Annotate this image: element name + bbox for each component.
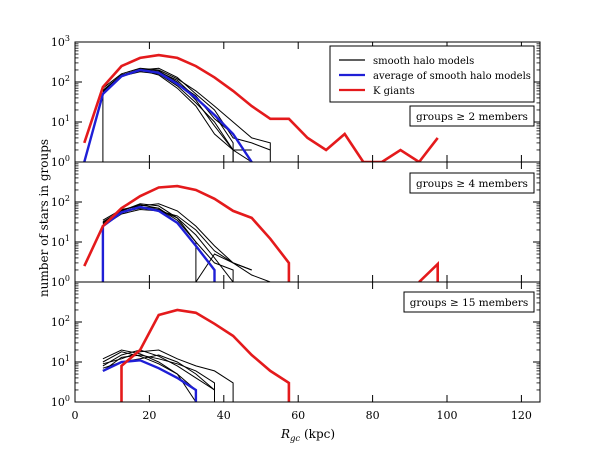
series-line-model-3-2	[102, 351, 197, 391]
y-tick-label-3-0: 100	[51, 394, 70, 409]
x-tick-label-1: 20	[142, 409, 156, 422]
y-tick-label-2-0: 100	[51, 274, 70, 289]
y-tick-label-1-1: 101	[51, 114, 70, 129]
panel-1-annotation: groups ≥ 2 members	[416, 111, 528, 123]
panel-1-annotation-box	[409, 105, 535, 127]
x-axis-label-sub: gc	[290, 434, 300, 444]
x-tick-label-6: 120	[511, 409, 532, 422]
x-tick-label-4: 80	[366, 409, 380, 422]
series-line-model-2-7	[102, 208, 271, 282]
legend-label-average: average of smooth halo models	[373, 71, 531, 82]
y-tick-label-2-2: 102	[51, 194, 70, 209]
series-line-average-3-1	[102, 359, 198, 402]
x-axis-label: Rgc (kpc)	[280, 427, 335, 444]
series-line-kgiants-2-0	[83, 184, 291, 282]
panel-1-series	[83, 53, 439, 162]
y-tick-label-1-3: 103	[51, 34, 70, 49]
panel-3-annotation-box	[403, 291, 535, 313]
y-axis-label: number of stars in groups	[37, 139, 51, 297]
x-axis-label-main: R	[280, 427, 290, 441]
panel-3-annotation: groups ≥ 15 members	[410, 297, 529, 309]
y-tick-label-3-1: 101	[51, 354, 70, 369]
panel-2-annotation: groups ≥ 4 members	[416, 178, 528, 190]
x-tick-label-0: 0	[72, 409, 79, 422]
y-tick-label-2-1: 101	[51, 234, 70, 249]
series-line-kgiants-3-0	[120, 308, 291, 402]
legend: smooth halo models average of smooth hal…	[329, 45, 535, 103]
series-line-model-1-3	[102, 67, 271, 162]
x-tick-label-5: 100	[437, 409, 458, 422]
x-axis-label-unit: (kpc)	[300, 427, 335, 441]
series-line-model-3-7	[102, 354, 215, 402]
legend-label-k-giants: K giants	[373, 86, 415, 97]
panel-3: 100 101 102 0 20 40 60 80 100 120 groups ≥ 15 memb…	[51, 281, 541, 422]
legend-label-smooth-halo: smooth halo models	[373, 56, 474, 67]
series-line-model-2-6	[102, 204, 234, 282]
panels: 100 101 102 103 groups ≥ 2 members 100 101 102 g…	[51, 34, 541, 422]
panel-2: 100 101 102 groups ≥ 4 members	[51, 161, 541, 289]
panel-3-series	[102, 308, 291, 402]
y-tick-label-1-0: 100	[51, 154, 70, 169]
panel-3-frame	[74, 281, 541, 403]
panel-2-series	[83, 184, 440, 282]
y-tick-label-3-2: 102	[51, 314, 70, 329]
series-line-kgiants-2-1	[418, 261, 440, 282]
panel-2-annotation-box	[409, 172, 535, 194]
y-tick-label-1-2: 102	[51, 74, 70, 89]
series-line-average-1-1	[83, 68, 253, 162]
x-tick-label-3: 60	[291, 409, 305, 422]
series-line-kgiants-1-0	[83, 53, 439, 162]
legend-frame	[329, 45, 535, 103]
x-tick-label-2: 40	[217, 409, 231, 422]
